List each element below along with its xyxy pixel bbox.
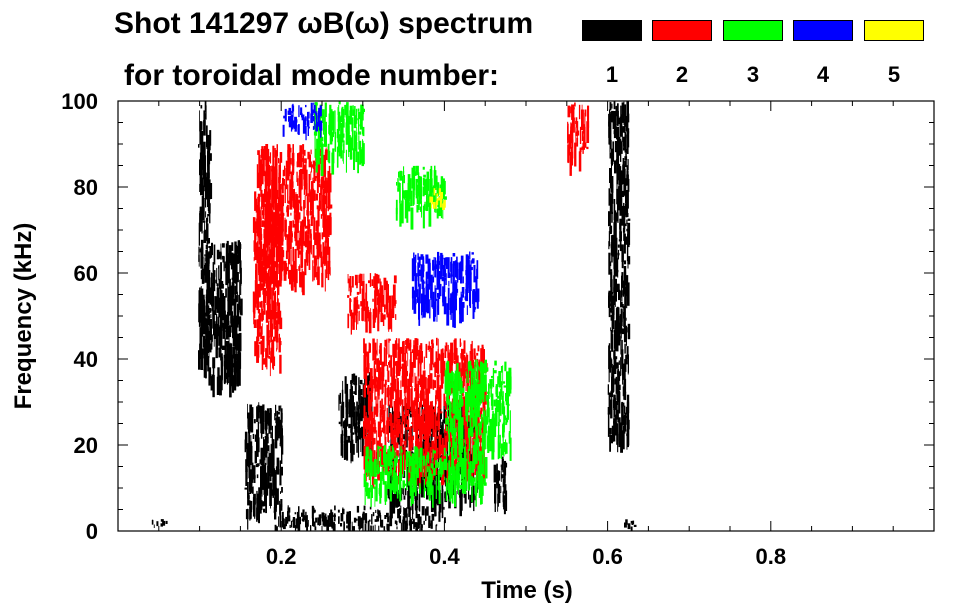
mode-1-region (493, 456, 508, 515)
y-tick-label: 60 (74, 261, 98, 286)
y-tick-label: 20 (74, 433, 98, 458)
mode-1-region (624, 519, 637, 531)
legend-label-4: 4 (816, 62, 830, 87)
x-axis-label: Time (s) (481, 577, 573, 604)
mode-1-region (273, 505, 446, 531)
legend-swatch-3 (723, 20, 783, 41)
y-tick-label: 0 (86, 519, 98, 544)
legend-label-1: 1 (605, 62, 619, 87)
mode-1-region (151, 519, 168, 528)
plot-frame (117, 100, 935, 532)
mode-4-region (282, 102, 323, 141)
mode-2-region (252, 188, 284, 377)
y-tick-label: 80 (74, 175, 98, 200)
legend-swatch-4 (793, 20, 853, 41)
mode-3-region (444, 359, 512, 469)
axes: 0.2 0.4 0.6 0.8 0 20 40 60 80 100 (61, 89, 935, 569)
y-tick-label: 40 (74, 347, 98, 372)
x-tick-label: 0.6 (592, 544, 623, 569)
legend-swatch-5 (864, 20, 924, 41)
legend-label-5: 5 (887, 62, 901, 87)
mode-1-region (607, 101, 631, 453)
x-tick-label: 0.2 (266, 544, 297, 569)
mode-3-region (395, 165, 447, 230)
legend-swatch-1 (582, 20, 642, 41)
legend-label-2: 2 (675, 62, 689, 87)
mode-1-region (244, 402, 284, 530)
mode-2-region (567, 102, 590, 176)
mode-2-region (347, 273, 397, 335)
plot-area (151, 101, 637, 531)
chart-title: Shot 141297 ωB(ω) spectrum (114, 7, 534, 40)
x-tick-label: 0.4 (429, 544, 460, 569)
mode-1-region (203, 238, 243, 398)
chart-subtitle: for toroidal mode number: (124, 59, 499, 92)
y-tick-label: 100 (61, 89, 98, 114)
x-tick-label: 0.8 (756, 544, 787, 569)
y-axis-label: Frequency (kHz) (10, 223, 37, 410)
legend-label-3: 3 (746, 62, 760, 87)
mode-4-region (411, 251, 480, 328)
mode-5-region (429, 188, 446, 210)
mode-3-region (363, 445, 488, 508)
mode-3-region (313, 101, 365, 176)
mode-1-region (198, 101, 213, 372)
legend-swatch-2 (652, 20, 712, 41)
